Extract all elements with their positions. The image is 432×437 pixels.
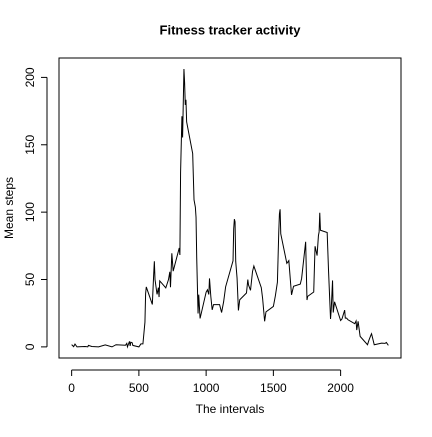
plot-box xyxy=(58,57,402,359)
y-axis-label: Mean steps xyxy=(2,177,16,239)
y-tick-label: 0 xyxy=(23,343,37,350)
y-tick-label: 50 xyxy=(23,273,37,287)
chart-title: Fitness tracker activity xyxy=(160,22,302,37)
x-tick-label: 1000 xyxy=(193,381,220,395)
x-tick-label: 500 xyxy=(129,381,149,395)
x-axis-label: The intervals xyxy=(196,402,265,416)
x-tick-label: 2000 xyxy=(327,381,354,395)
data-line xyxy=(71,69,389,349)
y-tick-label: 200 xyxy=(23,67,37,87)
x-tick-label: 0 xyxy=(68,381,75,395)
y-tick-label: 100 xyxy=(23,202,37,222)
y-tick-label: 150 xyxy=(23,134,37,154)
x-tick-label: 1500 xyxy=(260,381,287,395)
